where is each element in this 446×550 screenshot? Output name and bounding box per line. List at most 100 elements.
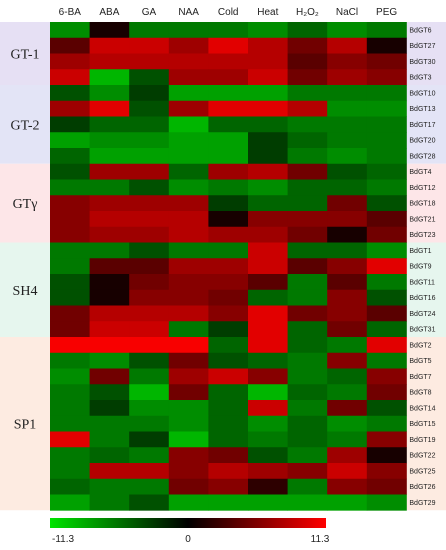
heatmap-cell (168, 494, 209, 511)
heatmap-cell (50, 22, 90, 39)
heatmap-cell (129, 22, 170, 39)
heatmap-cell (129, 368, 170, 385)
heatmap-cell (287, 289, 328, 306)
heatmap-cell (168, 132, 209, 149)
heatmap-cell (208, 22, 249, 39)
heatmap-cell (248, 415, 288, 432)
heatmap-cell (50, 337, 90, 354)
heatmap-cell (168, 69, 209, 86)
heatmap-cell (248, 148, 288, 165)
heatmap-cell (208, 321, 249, 338)
column-label: NaCl (336, 7, 358, 18)
row-label: BdGT1 (409, 248, 431, 255)
heatmap-cell (287, 321, 328, 338)
row-label: BdGT26 (409, 484, 435, 491)
group-band-right (406, 242, 446, 337)
heatmap-cell (208, 85, 249, 102)
heatmap-cell (50, 195, 90, 212)
row-label: BdGT19 (409, 437, 435, 444)
heatmap-cell (129, 163, 170, 180)
heatmap-cell (89, 211, 130, 228)
row-label: BdGT10 (409, 90, 435, 97)
heatmap-cell (168, 478, 209, 495)
heatmap-cell (366, 37, 407, 54)
heatmap-cell (248, 116, 288, 133)
heatmap-cell (129, 305, 170, 322)
heatmap-cell (327, 463, 368, 480)
heatmap-cell (50, 463, 90, 480)
heatmap-cell (287, 85, 328, 102)
heatmap-cell (89, 226, 130, 243)
heatmap-cell (89, 305, 130, 322)
group-band (0, 22, 50, 85)
heatmap-cell (168, 463, 209, 480)
heatmap-cell (327, 447, 368, 464)
row-label: BdGT22 (409, 453, 435, 460)
heatmap-cell (248, 384, 288, 401)
row-label: BdGT6 (409, 27, 431, 34)
heatmap-cell (327, 69, 368, 86)
heatmap-cell (168, 226, 209, 243)
heatmap-cell (50, 274, 90, 291)
heatmap-cell (248, 69, 288, 86)
heatmap-cell (287, 116, 328, 133)
heatmap-cell (89, 400, 130, 417)
heatmap-cell (89, 415, 130, 432)
heatmap-cell (208, 179, 249, 196)
heatmap-cell (208, 132, 249, 149)
heatmap-cell (208, 53, 249, 70)
group-label: GTγ (13, 197, 38, 212)
heatmap-cell (248, 289, 288, 306)
heatmap-cell (168, 274, 209, 291)
heatmap-cell (208, 463, 249, 480)
heatmap-cell (89, 431, 130, 448)
row-label: BdGT4 (409, 169, 431, 176)
colorbar: -11.3 0 11.3 (50, 518, 330, 545)
heatmap-cell (366, 368, 407, 385)
heatmap-cell (366, 463, 407, 480)
heatmap-cell (168, 100, 209, 117)
heatmap-cell (168, 352, 209, 369)
row-label: BdGT13 (409, 106, 435, 113)
heatmap-cell (327, 274, 368, 291)
heatmap-cell (208, 242, 249, 259)
row-label: BdGT12 (409, 185, 435, 192)
heatmap-cell (129, 321, 170, 338)
heatmap-cell (287, 100, 328, 117)
group-labels: GT-1 GT-2 GTγ SH4 SP1 (10, 48, 39, 433)
heatmap-cell (327, 211, 368, 228)
heatmap-cell (50, 69, 90, 86)
heatmap-cell (327, 384, 368, 401)
heatmap-cells (50, 22, 407, 511)
heatmap-cell (366, 69, 407, 86)
heatmap-cell (208, 274, 249, 291)
heatmap-cell (327, 148, 368, 165)
heatmap-cell (89, 352, 130, 369)
heatmap-cell (248, 431, 288, 448)
heatmap-cell (366, 400, 407, 417)
row-label: BdGT5 (409, 358, 431, 365)
heatmap-cell (129, 37, 170, 54)
heatmap-cell (168, 431, 209, 448)
heatmap-cell (327, 352, 368, 369)
heatmap-cell (327, 337, 368, 354)
heatmap-cell (248, 368, 288, 385)
heatmap-cell (327, 22, 368, 39)
row-label: BdGT18 (409, 201, 435, 208)
heatmap-cell (248, 85, 288, 102)
heatmap-cell (287, 195, 328, 212)
heatmap-cell (129, 478, 170, 495)
heatmap-cell (89, 179, 130, 196)
heatmap-cell (287, 463, 328, 480)
heatmap-cell (248, 463, 288, 480)
heatmap-cell (327, 305, 368, 322)
row-label: BdGT2 (409, 342, 431, 349)
heatmap-cell (50, 447, 90, 464)
heatmap-cell (366, 415, 407, 432)
group-band-right (406, 337, 446, 511)
heatmap-cell (168, 148, 209, 165)
heatmap-cell (89, 274, 130, 291)
heatmap-cell (168, 116, 209, 133)
heatmap-cell (208, 226, 249, 243)
column-label: NAA (178, 7, 199, 18)
